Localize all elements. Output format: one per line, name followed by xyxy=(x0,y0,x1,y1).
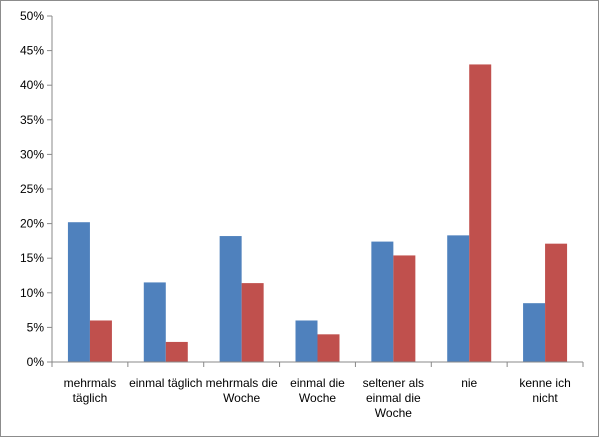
x-category-label: einmal die xyxy=(366,391,421,405)
bar xyxy=(143,282,166,362)
x-category-label: einmal täglich xyxy=(129,376,202,390)
y-tick-label: 40% xyxy=(20,78,44,92)
bar xyxy=(469,64,492,362)
x-category-label: Woche xyxy=(375,406,412,420)
bar xyxy=(89,320,112,362)
y-tick-label: 45% xyxy=(20,44,44,58)
bar xyxy=(219,236,242,362)
bar xyxy=(523,303,546,362)
y-tick-label: 10% xyxy=(20,286,44,300)
bar xyxy=(165,341,188,362)
bar xyxy=(371,241,394,362)
bar xyxy=(67,222,90,362)
y-tick-label: 25% xyxy=(20,182,44,196)
y-tick-label: 50% xyxy=(20,9,44,23)
x-category-label: mehrmals xyxy=(64,376,117,390)
y-tick-label: 5% xyxy=(27,320,45,334)
bars xyxy=(67,64,568,362)
bar xyxy=(393,255,416,362)
x-category-label: Woche xyxy=(223,391,260,405)
bar xyxy=(317,334,340,362)
x-category-label: nicht xyxy=(532,391,558,405)
bar xyxy=(545,243,568,362)
bar xyxy=(295,320,318,362)
x-category-label: kenne ich xyxy=(519,376,570,390)
x-category-label: nie xyxy=(461,376,477,390)
y-axis-ticks: 0% 5% 10% 15% 20% 25% 30% 35% 40% 45% 50% xyxy=(20,9,52,369)
bar xyxy=(241,283,264,362)
x-category-label: täglich xyxy=(73,391,108,405)
x-category-label: mehrmals die xyxy=(206,376,278,390)
x-category-label: seltener als xyxy=(363,376,424,390)
x-axis-ticks xyxy=(51,362,584,367)
y-tick-label: 20% xyxy=(20,217,44,231)
y-tick-label: 0% xyxy=(27,355,45,369)
y-tick-label: 15% xyxy=(20,251,44,265)
bar xyxy=(447,235,470,362)
x-category-label: Woche xyxy=(299,391,336,405)
y-tick-label: 30% xyxy=(20,147,44,161)
x-category-label: einmal die xyxy=(290,376,345,390)
y-tick-label: 35% xyxy=(20,113,44,127)
